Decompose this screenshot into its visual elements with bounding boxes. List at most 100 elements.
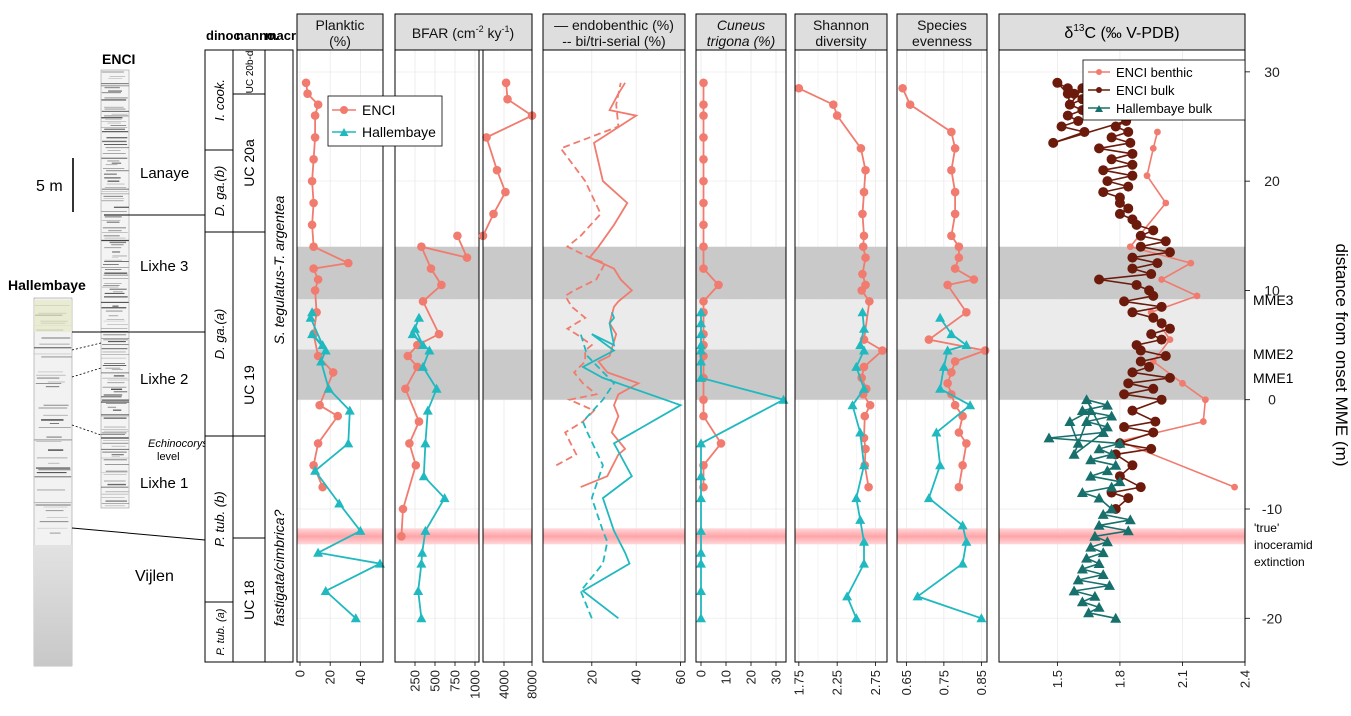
x-tick-label: 8000 — [525, 670, 540, 699]
x-tick-label: 40 — [629, 670, 644, 684]
series-line — [700, 312, 786, 619]
data-point — [418, 471, 429, 481]
data-point — [855, 340, 866, 350]
data-point — [1106, 481, 1118, 492]
data-point — [1106, 132, 1117, 143]
data-point — [950, 357, 960, 366]
data-point — [1097, 509, 1109, 519]
data-point — [855, 514, 866, 524]
data-point — [1135, 230, 1146, 241]
panel-endo: 20 40 60 — [542, 49, 688, 684]
legend-enci-label: ENCI — [362, 102, 395, 118]
data-point — [1123, 126, 1134, 137]
data-point — [310, 286, 320, 295]
data-point — [1093, 492, 1105, 503]
echinocorys-label-2: level — [157, 451, 180, 463]
data-point — [1101, 421, 1113, 432]
data-point — [696, 558, 706, 568]
data-point — [401, 384, 410, 394]
data-point — [307, 176, 317, 186]
series-hallembaye — [696, 307, 789, 623]
panel-border — [296, 49, 384, 663]
data-point — [309, 154, 318, 164]
data-point — [1146, 269, 1157, 280]
x-tick-label: 2.4 — [1238, 670, 1253, 688]
zone-s-tegulatus: S. tegulatus-T. argentea — [271, 195, 287, 344]
y-tick-label: 10 — [1264, 282, 1280, 298]
data-point — [696, 525, 706, 535]
data-point — [696, 340, 706, 350]
data-point — [398, 504, 408, 514]
x-tick-label: 2.25 — [830, 670, 845, 695]
data-point — [699, 133, 708, 142]
data-point — [1135, 241, 1146, 252]
data-point — [950, 209, 960, 219]
data-point — [1106, 448, 1118, 459]
panel-title-shannon: Shannon — [813, 17, 869, 33]
data-point — [859, 558, 869, 568]
data-point — [309, 264, 318, 273]
panel-border — [896, 49, 988, 663]
data-point — [857, 307, 868, 317]
data-point — [1119, 296, 1130, 307]
data-point — [851, 361, 862, 371]
panel-title-endobenthic: — endobenthic (%) — [554, 17, 674, 33]
data-point — [1064, 99, 1075, 110]
echinocorys-label: Echinocorys — [148, 438, 208, 450]
data-point — [1052, 77, 1063, 88]
data-point — [923, 493, 934, 503]
x-tick-label: 1.75 — [791, 670, 806, 695]
y-tick-label: -10 — [1262, 501, 1282, 517]
data-point — [437, 280, 446, 290]
data-point — [1144, 285, 1155, 296]
data-point — [307, 220, 317, 230]
data-point — [947, 165, 956, 175]
data-point — [1127, 263, 1138, 274]
data-point — [851, 613, 862, 623]
data-point — [699, 154, 708, 164]
data-point — [1097, 547, 1109, 558]
data-point — [950, 400, 960, 410]
x-tick-label: 0.85 — [974, 670, 989, 695]
data-point — [1148, 383, 1159, 394]
data-point — [965, 400, 976, 410]
extinction-band — [696, 528, 786, 545]
member-lixhe-2: Lixhe 2 — [140, 371, 188, 388]
data-point — [1106, 410, 1118, 421]
data-point — [855, 427, 866, 437]
data-point — [418, 361, 428, 371]
enci-column-title: ENCI — [102, 51, 135, 67]
right-axis-title: distance from onset MME (m) — [1332, 244, 1351, 467]
data-point — [859, 231, 869, 241]
panel-shannon: 1.75 2.25 2.75 — [791, 49, 888, 695]
data-point — [328, 368, 338, 377]
panel-title-shannon-2: diversity — [815, 33, 866, 49]
data-point — [696, 586, 706, 595]
x-tick-label: 20 — [584, 670, 599, 684]
data-point — [794, 83, 804, 93]
data-point — [950, 264, 960, 273]
band-mme3 — [795, 246, 887, 300]
data-point — [859, 323, 869, 333]
data-point — [310, 111, 320, 120]
data-point — [832, 111, 842, 120]
data-point — [1114, 471, 1125, 482]
data-point — [924, 335, 934, 344]
data-point — [954, 482, 964, 492]
legend-benthic-marker — [1096, 69, 1102, 75]
data-point — [1110, 459, 1122, 470]
data-point — [943, 379, 952, 388]
data-point — [696, 307, 706, 317]
series-line — [400, 235, 469, 537]
legend-planktic: ENCI Hallembaye — [327, 95, 443, 147]
panel-title-cuneus: Cuneus — [717, 17, 765, 33]
data-point — [1085, 470, 1097, 481]
member-lixhe-3: Lixhe 3 — [140, 258, 188, 275]
data-point — [1199, 418, 1207, 425]
data-point — [489, 209, 498, 219]
data-point — [842, 591, 853, 601]
data-point — [453, 231, 462, 241]
data-point — [935, 460, 946, 470]
data-point — [1152, 258, 1163, 269]
